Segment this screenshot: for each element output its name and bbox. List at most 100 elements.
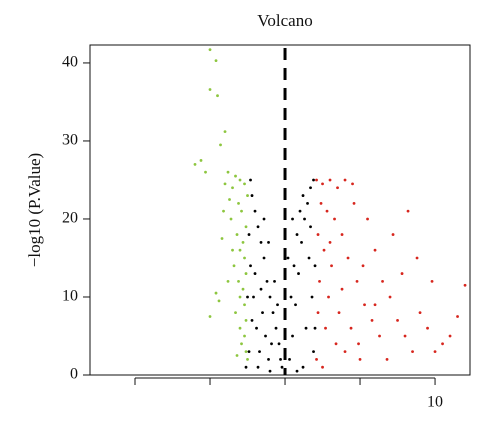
point <box>312 350 315 353</box>
point <box>262 256 266 260</box>
point <box>340 287 344 291</box>
point <box>204 170 207 174</box>
point <box>385 357 389 361</box>
point <box>381 279 384 283</box>
point <box>247 233 251 236</box>
y-tick-label: 40 <box>62 54 78 71</box>
point <box>310 295 314 299</box>
point <box>246 295 249 299</box>
point <box>256 225 260 229</box>
point <box>321 365 324 369</box>
point <box>292 264 296 268</box>
point <box>313 264 317 268</box>
point <box>238 295 242 299</box>
point <box>363 303 366 307</box>
point <box>244 225 248 229</box>
point <box>268 369 272 373</box>
point <box>357 342 360 346</box>
point <box>216 94 219 98</box>
point <box>240 209 243 213</box>
point <box>301 365 305 369</box>
point <box>327 295 330 299</box>
point <box>223 130 227 133</box>
point <box>463 283 467 287</box>
point <box>228 198 231 201</box>
point <box>426 326 429 330</box>
x-tick-label: 10 <box>427 394 443 411</box>
point <box>349 326 353 330</box>
point <box>226 279 230 283</box>
point <box>343 178 347 182</box>
point <box>391 233 395 236</box>
point <box>346 256 350 260</box>
point <box>262 217 266 221</box>
point <box>289 295 293 299</box>
point <box>223 182 227 186</box>
point <box>244 272 248 275</box>
point <box>351 182 354 186</box>
point <box>373 303 377 307</box>
point <box>298 209 302 213</box>
point <box>321 182 324 186</box>
point <box>238 248 242 252</box>
point <box>214 291 218 295</box>
point <box>373 248 377 252</box>
y-axis-label: −log10 (P.Value) <box>25 153 44 267</box>
point <box>222 209 225 213</box>
point <box>309 186 312 190</box>
point <box>322 248 326 252</box>
point <box>441 342 444 346</box>
point <box>304 326 308 330</box>
point <box>406 209 410 213</box>
point <box>340 233 344 236</box>
point <box>277 342 281 346</box>
point <box>244 318 248 322</box>
point <box>337 311 341 314</box>
point <box>252 295 255 299</box>
point <box>250 318 254 322</box>
point <box>243 334 246 338</box>
point <box>265 279 269 283</box>
point <box>268 295 272 299</box>
point <box>378 334 381 338</box>
point <box>352 201 356 205</box>
point <box>319 201 323 205</box>
point <box>286 256 290 260</box>
point <box>243 303 246 307</box>
point <box>235 354 239 357</box>
y-tick-label: 10 <box>62 288 78 305</box>
point <box>241 240 245 244</box>
point <box>294 303 297 307</box>
point <box>276 303 279 307</box>
point <box>301 194 305 197</box>
y-tick-label: 0 <box>70 366 78 383</box>
point <box>328 178 332 182</box>
point <box>235 233 239 236</box>
point <box>312 178 315 182</box>
point <box>279 357 282 361</box>
point <box>199 159 203 162</box>
point <box>411 350 414 353</box>
point <box>261 311 264 314</box>
point <box>220 237 224 240</box>
point <box>249 264 252 268</box>
point <box>258 350 261 353</box>
point <box>315 178 318 182</box>
point <box>270 342 273 346</box>
point <box>238 326 242 330</box>
y-tick-label: 30 <box>62 132 78 149</box>
point <box>361 264 365 268</box>
point <box>291 334 294 338</box>
point <box>208 88 212 91</box>
point <box>246 194 249 197</box>
point <box>264 334 267 338</box>
point <box>219 143 222 147</box>
point <box>324 326 327 330</box>
point <box>234 174 237 178</box>
point <box>306 201 309 205</box>
point <box>448 334 452 338</box>
point <box>243 256 246 260</box>
point <box>330 264 333 268</box>
point <box>297 272 300 275</box>
point <box>240 342 243 346</box>
